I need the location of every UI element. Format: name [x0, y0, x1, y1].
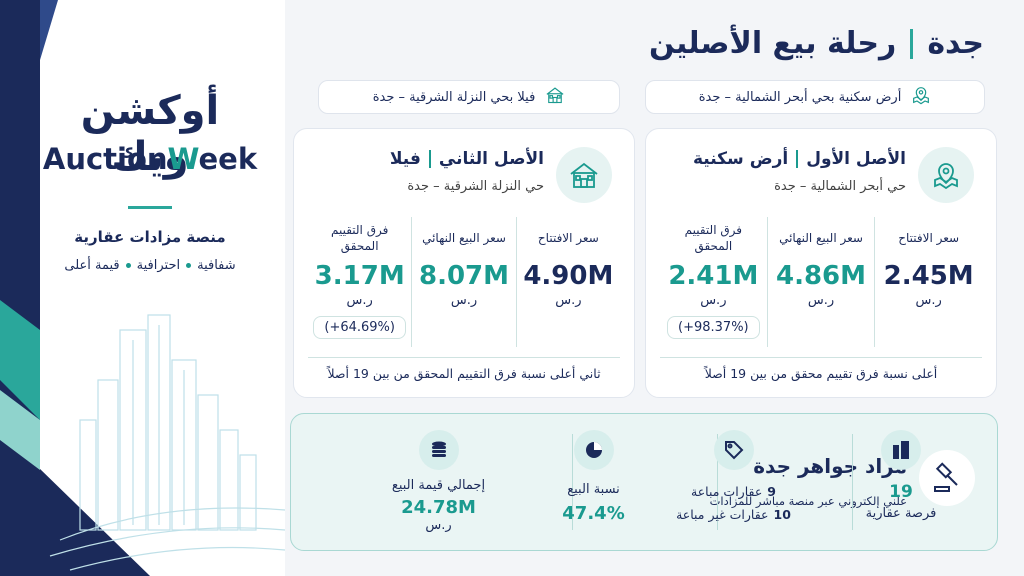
asset-district: حي أبحر الشمالية – جدة [774, 179, 906, 194]
brand-value: قيمة أعلى [64, 258, 120, 273]
metric-label: سعر البيع النهائي [422, 231, 506, 245]
summary: مزاد جواهر جدة علني إلكتروني عبر منصة مبا… [290, 413, 998, 551]
brand-english-end: eek [198, 142, 258, 176]
location-icon [545, 85, 565, 109]
metric: فرق التقييم المحقق 3.17M ر.س (+64.69%) [308, 217, 411, 347]
asset-card: الأصل الأول أرض سكنية حي أبحر الشمالية – ج… [645, 128, 997, 398]
asset-type: أرض سكنية [692, 149, 789, 169]
brand-tagline: منصة مزادات عقارية [74, 228, 226, 246]
summary-separator [852, 434, 853, 530]
asset-district: حي النزلة الشرقية – جدة [407, 179, 544, 194]
metric: سعر الافتتاح 2.45M ر.س [874, 217, 982, 347]
stat-value: 47.4% [562, 503, 625, 524]
metric-value: 2.45M [883, 261, 974, 291]
stat-unit: ر.س [425, 518, 452, 533]
metric-unit: ر.س [450, 293, 478, 308]
metric-value: 4.86M [775, 261, 867, 291]
metric-value: 2.41M [668, 261, 759, 291]
stat-icon [881, 430, 921, 470]
asset-note: أعلى نسبة فرق تقييم محقق من بين 19 أصلاً [660, 357, 982, 381]
brand-english-start: Auction [42, 142, 168, 176]
location-pill: أرض سكنية بحي أبحر الشمالية – جدة [645, 80, 985, 114]
stat-line: 10 عقارات غير مباعة [676, 507, 791, 522]
brand-value: احترافية [136, 258, 181, 273]
metric-label: سعر الافتتاح [537, 231, 599, 245]
asset-type: فيلا [389, 149, 421, 169]
brand-background [0, 0, 286, 576]
metric: سعر الافتتاح 4.90M ر.س [515, 217, 620, 347]
stat-label: عقارات غير مباعة [676, 507, 769, 522]
metric-label: سعر الافتتاح [898, 231, 960, 245]
stat-value: 19 [889, 482, 913, 502]
header: جدة رحلة بيع الأصلين [649, 26, 984, 61]
location-icon [911, 85, 931, 109]
brand-english: AuctionWeek [40, 142, 260, 176]
metric-change: (+98.37%) [667, 316, 760, 339]
summary-separator [572, 434, 573, 530]
brand-arabic: أوكشن ويك [80, 88, 220, 180]
stat-count: 10 [773, 507, 791, 522]
metric-unit: ر.س [915, 293, 942, 308]
stat-label: نسبة البيع [567, 482, 620, 497]
asset-title: الأصل الأول أرض سكنية [693, 149, 906, 169]
header-city: جدة [927, 26, 984, 61]
metric-unit: ر.س [807, 293, 835, 308]
stat-value: 24.78M [401, 497, 476, 518]
asset-separator [796, 150, 799, 168]
metric-change: (+64.69%) [313, 316, 406, 339]
stat-label: عقارات مباعة [691, 484, 763, 499]
location-text: فيلا بحي النزلة الشرقية – جدة [372, 89, 536, 105]
asset-title: الأصل الثاني فيلا [390, 149, 544, 169]
summary-stat: 9 عقارات مباعة 10 عقارات غير مباعة [671, 430, 796, 536]
location-text: أرض سكنية بحي أبحر الشمالية – جدة [698, 89, 902, 105]
stat-count: 9 [767, 484, 776, 499]
metrics: سعر الافتتاح 4.90M ر.س سعر البيع النهائي 8.0… [308, 217, 620, 347]
summary-icon [919, 450, 975, 506]
asset-label: الأصل الأول [806, 149, 906, 169]
metric-label: سعر البيع النهائي [779, 231, 863, 245]
asset-label: الأصل الثاني [438, 149, 544, 169]
summary-title: مزاد جواهر جدة [753, 454, 907, 478]
brand-rule [128, 206, 172, 209]
brand-value: شفافية [197, 258, 236, 273]
brand-values: شفافية احترافية قيمة أعلى [40, 258, 260, 273]
metric-unit: ر.س [346, 293, 373, 308]
metrics: سعر الافتتاح 2.45M ر.س سعر البيع النهائي 4.8… [660, 217, 982, 347]
summary-stat: 19 فرصة عقارية [806, 430, 996, 536]
bullet [186, 263, 192, 268]
stat-icon [573, 430, 614, 470]
location-pill: فيلا بحي النزلة الشرقية – جدة [318, 80, 620, 114]
header-separator [910, 28, 914, 59]
asset-icon [556, 147, 612, 203]
metric: سعر البيع النهائي 8.07M ر.س [411, 217, 515, 347]
summary-subtitle: علني إلكتروني عبر منصة مباشر للمزادات [709, 494, 907, 508]
metric-value: 8.07M [419, 261, 510, 291]
summary-stat: نسبة البيع 47.4% [526, 430, 661, 536]
asset-separator [428, 150, 431, 168]
asset-card: الأصل الثاني فيلا حي النزلة الشرقية – جدة س… [293, 128, 635, 398]
bullet [125, 263, 131, 268]
stat-label: إجمالي قيمة البيع [391, 478, 486, 493]
metric-value: 4.90M [523, 261, 614, 291]
stat-icon [713, 430, 754, 470]
metric-unit: ر.س [555, 293, 582, 308]
brand-english-mark: W [167, 142, 199, 176]
asset-note: ثاني أعلى نسبة فرق التقييم المحقق من بين… [308, 357, 620, 381]
stat-line: 9 عقارات مباعة [691, 484, 776, 499]
metric-label: فرق التقييم المحقق [330, 223, 389, 253]
stat-icon [418, 430, 459, 470]
summary-stat: إجمالي قيمة البيع 24.78M ر.س [361, 430, 516, 536]
metric: فرق التقييم المحقق 2.41M ر.س (+98.37%) [660, 217, 767, 347]
header-title: رحلة بيع الأصلين [649, 26, 897, 61]
metric-unit: ر.س [700, 293, 727, 308]
asset-icon [918, 147, 974, 203]
metric-value: 3.17M [314, 261, 405, 291]
summary-separator [717, 434, 718, 530]
metric: سعر البيع النهائي 4.86M ر.س [766, 217, 875, 347]
metric-label: فرق التقييم المحقق [684, 223, 743, 253]
stat-label: فرصة عقارية [865, 506, 937, 521]
